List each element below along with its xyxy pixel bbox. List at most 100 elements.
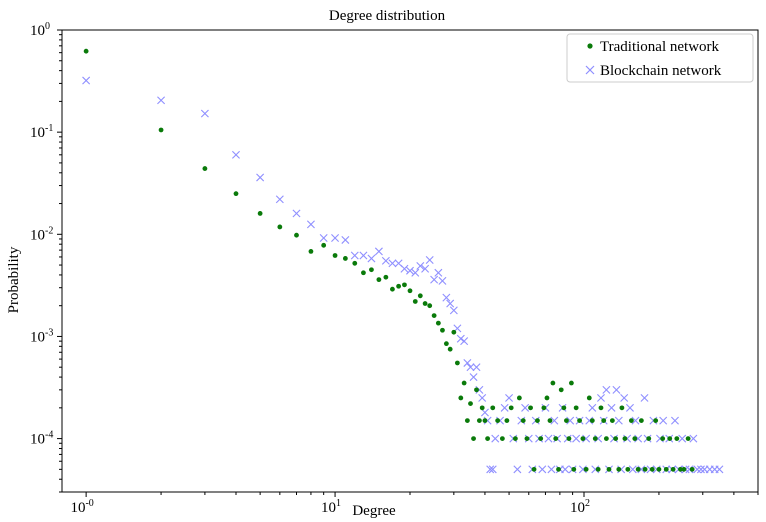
- point-traditional-21: [417, 293, 423, 299]
- point-traditional-27: [443, 341, 449, 347]
- point-traditional-76: [603, 436, 609, 441]
- y-tick-label-0: 100: [30, 21, 50, 39]
- points-layer: [82, 48, 724, 474]
- point-blockchain-28: [446, 299, 455, 308]
- point-traditional-36: [474, 387, 479, 393]
- point-blockchain-105: [685, 465, 694, 474]
- point-blockchain-74: [594, 434, 603, 443]
- point-traditional-15: [383, 274, 389, 280]
- point-traditional-74: [598, 405, 604, 411]
- point-traditional-100: [685, 436, 691, 441]
- point-blockchain-84: [620, 393, 629, 402]
- x-axis-label: Degree: [352, 503, 396, 519]
- point-traditional-44: [504, 418, 510, 424]
- point-traditional-49: [524, 436, 530, 441]
- point-traditional-80: [616, 466, 622, 472]
- point-blockchain-18: [400, 264, 409, 273]
- point-traditional-0: [83, 48, 89, 54]
- point-blockchain-41: [486, 465, 495, 474]
- x-tick-label-2: 102: [570, 498, 590, 516]
- point-traditional-75: [601, 418, 607, 424]
- point-traditional-24: [431, 313, 437, 318]
- point-traditional-65: [571, 466, 577, 472]
- point-traditional-68: [580, 436, 586, 441]
- point-traditional-25: [435, 320, 441, 326]
- point-traditional-99: [681, 466, 687, 472]
- point-traditional-52: [535, 418, 540, 424]
- point-blockchain-75: [596, 393, 605, 402]
- point-traditional-9: [332, 253, 338, 258]
- point-traditional-32: [461, 380, 467, 386]
- point-blockchain-15: [381, 256, 390, 265]
- point-blockchain-87: [628, 465, 637, 474]
- point-traditional-41: [490, 405, 496, 411]
- point-blockchain-101: [670, 416, 679, 425]
- point-blockchain-12: [359, 251, 368, 260]
- point-blockchain-73: [591, 465, 600, 474]
- point-blockchain-8: [319, 234, 328, 242]
- point-blockchain-67: [572, 434, 581, 443]
- point-traditional-54: [541, 405, 547, 411]
- legend-marker-traditional: [587, 43, 593, 49]
- point-traditional-31: [458, 395, 464, 401]
- point-traditional-43: [499, 436, 505, 441]
- point-traditional-33: [464, 418, 470, 424]
- point-blockchain-7: [306, 220, 315, 229]
- point-traditional-93: [660, 436, 666, 441]
- point-blockchain-96: [656, 434, 665, 443]
- point-blockchain-89: [634, 434, 643, 443]
- point-blockchain-70: [582, 434, 591, 443]
- point-traditional-16: [390, 286, 395, 292]
- legend-label-traditional: Traditional network: [600, 39, 720, 55]
- point-traditional-12: [361, 270, 366, 276]
- y-axis-label: Probability: [6, 246, 22, 313]
- point-blockchain-2: [200, 109, 209, 118]
- legend-box: [566, 33, 754, 83]
- point-blockchain-57: [544, 434, 553, 443]
- point-blockchain-23: [425, 256, 434, 265]
- point-blockchain-40: [483, 416, 492, 425]
- point-blockchain-10: [341, 235, 350, 244]
- point-traditional-81: [619, 405, 625, 411]
- point-blockchain-6: [292, 209, 301, 218]
- point-traditional-26: [440, 327, 445, 333]
- point-traditional-7: [308, 249, 314, 254]
- point-blockchain-90: [637, 465, 646, 474]
- point-traditional-62: [564, 418, 569, 424]
- point-blockchain-55: [538, 465, 547, 474]
- point-blockchain-31: [456, 334, 465, 343]
- point-blockchain-3: [232, 150, 240, 159]
- point-traditional-4: [257, 211, 263, 216]
- point-traditional-95: [667, 436, 673, 441]
- point-traditional-19: [407, 288, 413, 294]
- point-traditional-96: [670, 466, 676, 472]
- legend-marker-blockchain: [585, 65, 595, 75]
- point-traditional-70: [586, 395, 592, 401]
- point-traditional-84: [628, 418, 634, 424]
- point-blockchain-26: [438, 276, 447, 285]
- point-traditional-38: [479, 405, 485, 411]
- point-traditional-97: [674, 436, 680, 441]
- point-traditional-94: [663, 466, 669, 472]
- point-traditional-30: [454, 360, 460, 366]
- point-blockchain-38: [478, 393, 487, 402]
- point-blockchain-79: [607, 403, 616, 412]
- point-traditional-39: [482, 418, 488, 424]
- point-blockchain-107: [693, 465, 702, 474]
- point-blockchain-5: [275, 195, 284, 204]
- point-traditional-58: [553, 436, 559, 441]
- point-blockchain-63: [561, 465, 570, 474]
- point-traditional-77: [606, 466, 612, 472]
- point-blockchain-16: [388, 259, 397, 268]
- point-traditional-78: [609, 418, 615, 424]
- point-traditional-37: [476, 418, 482, 424]
- point-blockchain-65: [566, 416, 575, 425]
- point-blockchain-42: [488, 465, 497, 474]
- point-traditional-55: [544, 395, 550, 401]
- point-blockchain-81: [612, 385, 621, 394]
- point-traditional-83: [625, 466, 631, 472]
- point-traditional-42: [495, 418, 501, 424]
- point-traditional-98: [678, 466, 683, 472]
- point-blockchain-108: [696, 465, 705, 474]
- point-traditional-2: [202, 166, 208, 171]
